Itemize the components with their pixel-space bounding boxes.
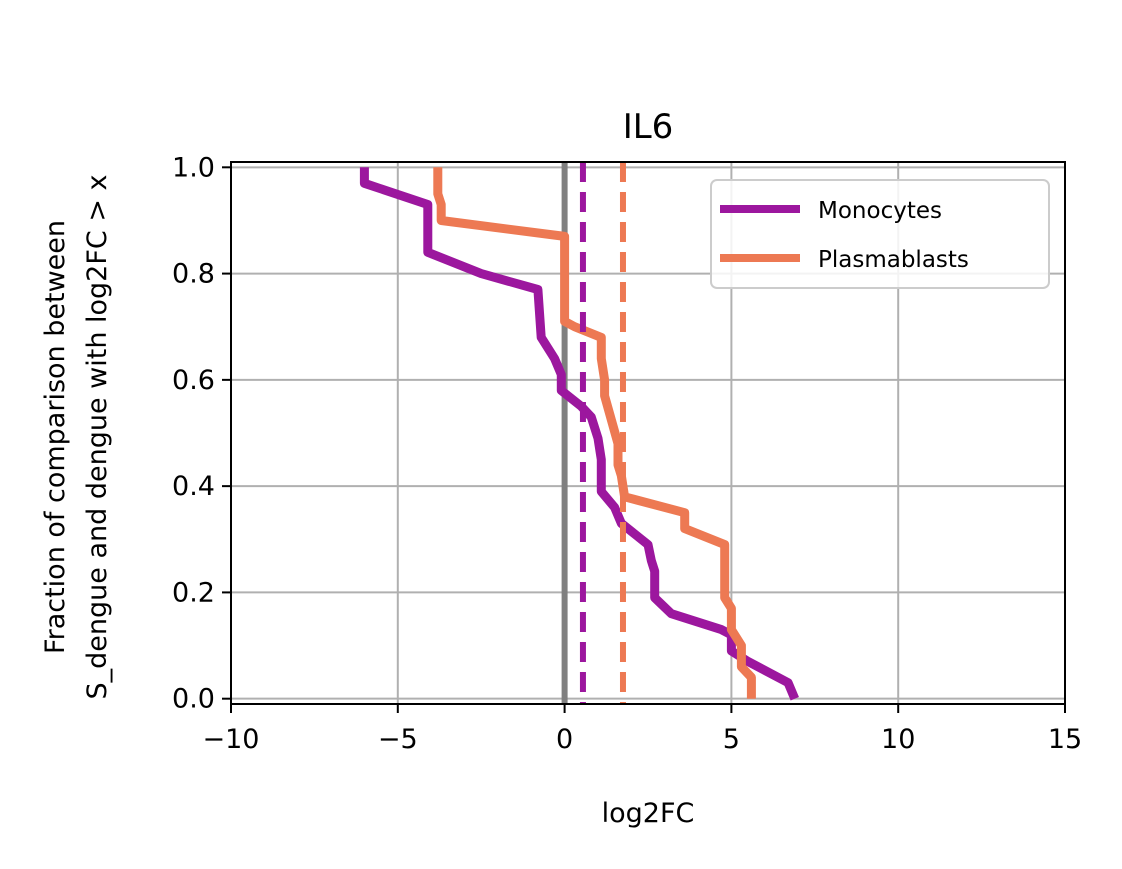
y-tick-label: 0.0 xyxy=(172,684,215,715)
y-tick-label: 0.8 xyxy=(172,259,215,290)
legend-label-plasmablasts: Plasmablasts xyxy=(818,247,969,273)
y-tick-label: 0.6 xyxy=(172,365,215,396)
x-tick-label: −5 xyxy=(378,724,418,755)
series-line-monocytes xyxy=(359,167,799,701)
x-tick-label: 15 xyxy=(1048,724,1082,755)
chart-title: IL6 xyxy=(623,107,674,147)
median-lines-group xyxy=(579,162,626,704)
y-axis-label-line-1: Fraction of comparison between xyxy=(40,220,71,654)
legend-label-monocytes: Monocytes xyxy=(818,198,942,224)
x-tick-label: 5 xyxy=(723,724,740,755)
y-tick-label: 1.0 xyxy=(172,152,215,183)
series-group xyxy=(359,167,799,701)
x-axis-label: log2FC xyxy=(602,798,695,829)
x-tick-label: 10 xyxy=(881,724,915,755)
y-tick-label: 0.4 xyxy=(172,471,215,502)
plot-frame xyxy=(230,161,1066,705)
x-tick-label: 0 xyxy=(556,724,573,755)
ticks-group: −10 −5 0 5 10 15 0.0 0.2 0.4 0.6 0.8 1.0 xyxy=(172,152,1082,755)
series-line-plasmablasts xyxy=(433,167,756,699)
y-axis-label-line-2: S_dengue and dengue with log2FC > x xyxy=(82,174,113,699)
y-axis-label: Fraction of comparison between S_dengue … xyxy=(40,174,113,699)
y-tick-label: 0.2 xyxy=(172,577,215,608)
legend: Monocytes Plasmablasts xyxy=(710,179,1050,289)
x-tick-label: −10 xyxy=(203,724,260,755)
